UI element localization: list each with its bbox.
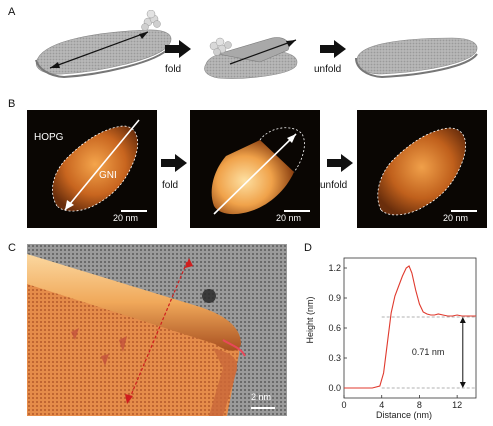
height-profile-line bbox=[344, 265, 476, 389]
x-tick-label: 12 bbox=[452, 400, 462, 410]
scale-bar bbox=[121, 210, 147, 212]
scale-label: 20 nm bbox=[113, 213, 139, 223]
afm-image-unfolded: 20 nm bbox=[357, 110, 487, 228]
panel-letter-a: A bbox=[8, 6, 16, 18]
panel-letter-d: D bbox=[304, 242, 312, 254]
afm-topography bbox=[190, 110, 320, 228]
chart-ticks: 0 4 8 12 0.0 0.3 0.6 0.9 1.2 bbox=[328, 263, 462, 410]
chart-series bbox=[344, 265, 476, 389]
x-tick-label: 0 bbox=[341, 400, 346, 410]
scale-label: 2 nm bbox=[251, 392, 272, 402]
unfold-label-b: unfold bbox=[320, 180, 348, 191]
probe-tip-cluster bbox=[209, 37, 232, 56]
y-axis-label: Height (nm) bbox=[305, 296, 315, 343]
fold-arrow-a bbox=[165, 40, 191, 58]
x-axis-label: Distance (nm) bbox=[376, 410, 432, 420]
afm-topography bbox=[357, 110, 487, 228]
afm-image-initial: HOPG GNI 20 nm bbox=[27, 110, 157, 228]
y-tick-label: 1.2 bbox=[328, 263, 341, 273]
y-tick-label: 0.9 bbox=[328, 293, 341, 303]
unfold-arrow-a bbox=[320, 40, 346, 58]
fold-arrow-b bbox=[161, 154, 187, 172]
y-tick-label: 0.3 bbox=[328, 353, 341, 363]
hopg-label: HOPG bbox=[34, 132, 64, 143]
scale-bar bbox=[251, 407, 275, 409]
height-annotation-label: 0.71 nm bbox=[412, 347, 445, 357]
panel-letter-b: B bbox=[8, 98, 16, 110]
y-tick-label: 0.6 bbox=[328, 323, 341, 333]
x-tick-label: 4 bbox=[379, 400, 384, 410]
probe-tip-cluster bbox=[141, 10, 161, 31]
scale-label: 20 nm bbox=[443, 213, 469, 223]
arrow-head-up bbox=[459, 317, 466, 323]
y-tick-label: 0.0 bbox=[328, 383, 341, 393]
height-profile-chart: 0 4 8 12 0.0 0.3 0.6 0.9 1.2 0.71 nm Height (nm)… bbox=[305, 257, 477, 420]
fold-label-a: fold bbox=[165, 64, 182, 75]
panel-letter-c: C bbox=[8, 242, 16, 254]
fold-label-b: fold bbox=[162, 180, 179, 191]
scale-label: 20 nm bbox=[276, 213, 302, 223]
arrow-head-down bbox=[459, 382, 466, 388]
nanosheet-unfolded-model bbox=[355, 37, 478, 79]
afm-image-folded: 20 nm bbox=[190, 110, 320, 228]
chart-axes bbox=[343, 257, 477, 399]
gni-label: GNI bbox=[99, 170, 117, 181]
stm-image: 2 nm bbox=[27, 244, 287, 416]
nanosheet-folded-model bbox=[204, 37, 298, 79]
scale-bar bbox=[284, 210, 310, 212]
scale-bar bbox=[451, 210, 477, 212]
stm-topography bbox=[27, 244, 287, 416]
chart-annotation: 0.71 nm bbox=[381, 316, 476, 389]
unfold-label-a: unfold bbox=[314, 64, 342, 75]
x-tick-label: 8 bbox=[417, 400, 422, 410]
plot-frame bbox=[343, 257, 477, 399]
afm-topography bbox=[27, 110, 157, 228]
unfold-arrow-b bbox=[327, 154, 353, 172]
nanosheet-flat-model bbox=[35, 10, 172, 79]
